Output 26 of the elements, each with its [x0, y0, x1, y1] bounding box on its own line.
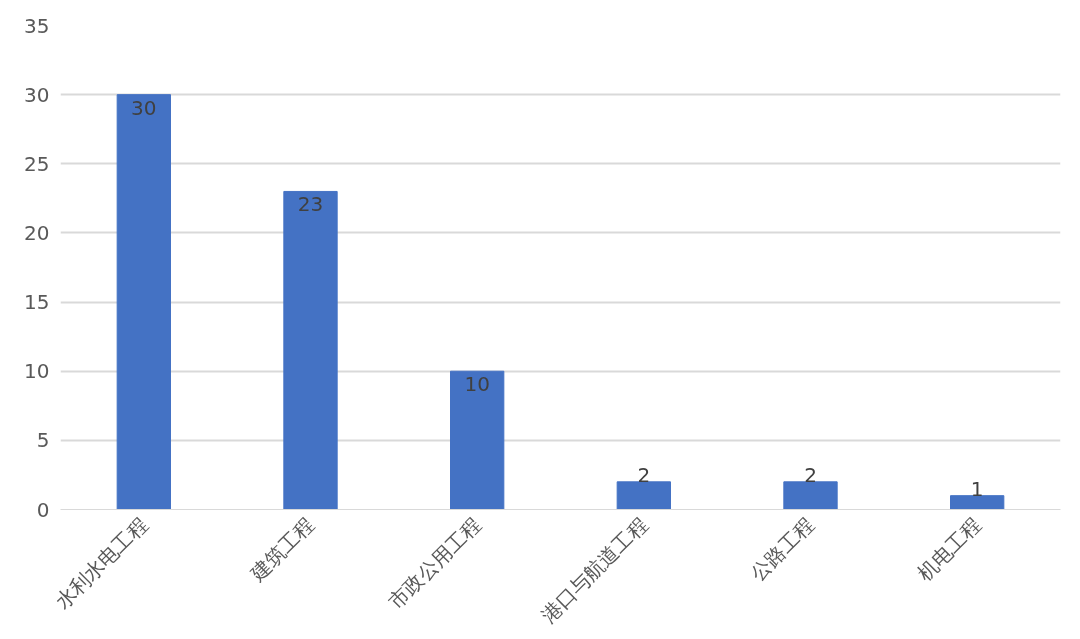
x-tick-label: 机电工程 [912, 512, 986, 586]
data-label: 23 [297, 192, 324, 217]
x-tick-label: 公路工程 [745, 512, 819, 586]
data-label: 30 [131, 95, 157, 120]
y-tick-label: 15 [24, 290, 50, 315]
y-tick-label: 10 [24, 359, 50, 384]
bar [783, 481, 838, 510]
data-label: 2 [637, 462, 651, 487]
y-tick-label: 0 [36, 497, 50, 522]
bar [116, 94, 171, 510]
y-tick-label: 25 [24, 151, 50, 176]
bar [283, 190, 338, 510]
data-label: 2 [804, 462, 817, 487]
x-tick-label: 建筑工程 [244, 512, 319, 587]
y-tick-label: 20 [24, 220, 50, 245]
bar [450, 370, 505, 510]
y-tick-label: 35 [24, 13, 50, 38]
y-tick-label: 5 [36, 428, 50, 453]
data-label: 1 [970, 476, 984, 501]
x-tick-label: 市政公用工程 [383, 512, 486, 614]
bar [616, 481, 671, 510]
data-label: 10 [464, 372, 490, 397]
x-tick-label: 港口与航道工程 [536, 512, 653, 628]
x-tick-label: 水利水电工程 [50, 512, 153, 614]
y-tick-label: 30 [24, 82, 50, 107]
bar [950, 495, 1005, 510]
